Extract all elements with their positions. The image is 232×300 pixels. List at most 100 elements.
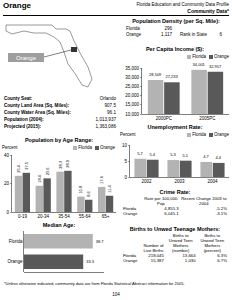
svg-text:28,509: 28,509 <box>149 72 162 77</box>
svg-text:2000PC: 2000PC <box>156 116 173 121</box>
html-text:218,045: 218,045 <box>148 253 164 258</box>
html-text:1,030: 1,030 <box>184 258 196 263</box>
svg-text:18.4: 18.4 <box>37 174 42 183</box>
html-text:Rate per 100,000 Pop: Rate per 100,000 Pop <box>144 196 178 206</box>
html-text:*Unless otherwise indicated, c: *Unless otherwise indicated, community d… <box>4 281 185 286</box>
html-text:13,664: 13,664 <box>182 253 196 258</box>
html-text:Population Density (per Sq. Mi: Population Density (per Sq. Mile): <box>132 18 220 24</box>
html-text:Median Age:: Median Age: <box>42 222 76 228</box>
html-text:Florida: Florida <box>78 145 92 151</box>
svg-text:10.8: 10.8 <box>78 185 83 194</box>
html-text:-5.2%: -5.2% <box>215 206 227 211</box>
svg-text:5: 5 <box>125 159 128 164</box>
html-text:6.3%: 6.3% <box>217 253 227 258</box>
html-text:907.5: 907.5 <box>104 103 116 108</box>
svg-text:11.4: 11.4 <box>107 184 112 192</box>
svg-text:25.4: 25.4 <box>16 164 21 173</box>
svg-text:34,001: 34,001 <box>193 62 206 67</box>
html-text:Percent: Percent <box>120 132 136 137</box>
html-text:Florida Education and Communit: Florida Education and Community Data Pro… <box>136 2 229 7</box>
html-text:Florida: Florida <box>192 54 206 60</box>
svg-text:35-54: 35-54 <box>58 214 70 219</box>
svg-text:5.7: 5.7 <box>137 151 143 156</box>
svg-text:32,957: 32,957 <box>209 64 222 69</box>
html-text:296: 296 <box>164 26 172 31</box>
html-text:15,387: 15,387 <box>150 258 164 263</box>
html-text:-3.1%: -3.1% <box>215 211 227 216</box>
html-text:Community Data*: Community Data* <box>187 8 229 14</box>
svg-text:0: 0 <box>7 210 10 215</box>
html-text:County Land Area (Sq. Miles):: County Land Area (Sq. Miles): <box>4 103 70 108</box>
svg-text:4.4: 4.4 <box>216 155 222 160</box>
html-text:1,363,086: 1,363,086 <box>95 124 116 129</box>
html-text:Population (2004):: Population (2004): <box>4 117 44 122</box>
html-text:Orange: Orange <box>3 1 31 10</box>
html-text:Orange: Orange <box>214 54 229 60</box>
svg-text:8.6: 8.6 <box>86 190 91 196</box>
html-text:Orange: Orange <box>100 145 115 151</box>
html-text:4,855.3: 4,855.3 <box>164 206 179 211</box>
svg-text:10,000: 10,000 <box>125 112 139 117</box>
svg-text:2005PC: 2005PC <box>199 116 216 121</box>
svg-text:0-19: 0-19 <box>18 214 28 219</box>
html-text:104: 104 <box>112 292 120 297</box>
svg-text:65+: 65+ <box>102 214 110 219</box>
svg-text:23.6: 23.6 <box>45 167 50 176</box>
svg-text:2003: 2003 <box>174 179 185 184</box>
html-text:Births to Unwed Teenage Mother: Births to Unwed Teenage Mothers: <box>129 226 221 232</box>
svg-text:30,000: 30,000 <box>125 75 139 80</box>
html-text:6,045.1: 6,045.1 <box>164 211 179 216</box>
svg-text:55-64: 55-64 <box>79 214 91 219</box>
svg-text:0: 0 <box>125 175 128 180</box>
html-text:Orange: Orange <box>123 211 138 216</box>
html-text:Orange: Orange <box>123 258 138 263</box>
html-text:Florida: Florida <box>192 132 206 138</box>
svg-text:40: 40 <box>4 153 10 158</box>
svg-text:Florida: Florida <box>9 239 23 244</box>
svg-text:25,000: 25,000 <box>125 84 139 89</box>
html-text:96.1: 96.1 <box>107 110 116 115</box>
svg-text:5.3: 5.3 <box>170 152 176 157</box>
svg-text:5.1: 5.1 <box>183 153 189 158</box>
svg-text:Orange: Orange <box>8 259 24 264</box>
svg-text:15,000: 15,000 <box>125 102 139 107</box>
html-text:Number of Live Births: Number of Live Births <box>143 243 164 253</box>
html-text:Florida: Florida <box>123 206 137 211</box>
svg-text:20,000: 20,000 <box>125 93 139 98</box>
svg-text:27.5: 27.5 <box>24 161 29 170</box>
html-text:Recent Change 2003 to 2004: Recent Change 2003 to 2004 <box>181 196 227 206</box>
html-text:Rank in State: Rank in State <box>180 32 207 37</box>
html-text:Per Capita Income ($):: Per Capita Income ($): <box>146 46 204 52</box>
html-text:Births to Unwed Teen Mothers (: Births to Unwed Teen Mothers (percent) <box>200 233 225 253</box>
html-text:Crime Rate:: Crime Rate: <box>159 189 191 195</box>
html-text:Orlando: Orlando <box>99 96 116 101</box>
svg-text:20-34: 20-34 <box>37 214 49 219</box>
html-text:Births to Unwed Teen Mothers (: Births to Unwed Teen Mothers (number) <box>168 233 193 253</box>
svg-text:10: 10 <box>122 143 128 148</box>
html-text:1,013,937: 1,013,937 <box>95 117 116 122</box>
svg-text:4.7: 4.7 <box>203 154 209 159</box>
svg-text:33.3: 33.3 <box>86 259 95 264</box>
html-text:Florida: Florida <box>126 26 140 31</box>
html-text:Florida: Florida <box>123 253 137 258</box>
html-text:Population by Age Range:: Population by Age Range: <box>24 137 94 143</box>
svg-text:17.6: 17.6 <box>99 175 104 184</box>
html-text:Orange: Orange <box>126 32 141 37</box>
svg-text:35,000: 35,000 <box>125 66 139 71</box>
svg-text:27,233: 27,233 <box>165 74 178 79</box>
svg-text:Orange: Orange <box>16 55 37 61</box>
html-text:1,117: 1,117 <box>161 32 172 37</box>
svg-text:2002: 2002 <box>141 179 152 184</box>
html-text:County Water Area (Sq. Miles):: County Water Area (Sq. Miles): <box>4 110 71 115</box>
html-text:Orange: Orange <box>214 132 229 138</box>
svg-text:28.9: 28.9 <box>65 159 70 168</box>
html-text:Unemployment Rate:: Unemployment Rate: <box>147 124 203 130</box>
html-text:Projected (2015):: Projected (2015): <box>4 124 41 129</box>
svg-text:20: 20 <box>4 181 10 186</box>
svg-text:38.7: 38.7 <box>96 239 105 244</box>
svg-text:2004: 2004 <box>207 179 218 184</box>
svg-text:28.3: 28.3 <box>58 160 63 169</box>
svg-text:5.4: 5.4 <box>150 152 156 157</box>
html-text:6.7%: 6.7% <box>217 258 227 263</box>
html-text:County Seat:: County Seat: <box>4 96 33 101</box>
